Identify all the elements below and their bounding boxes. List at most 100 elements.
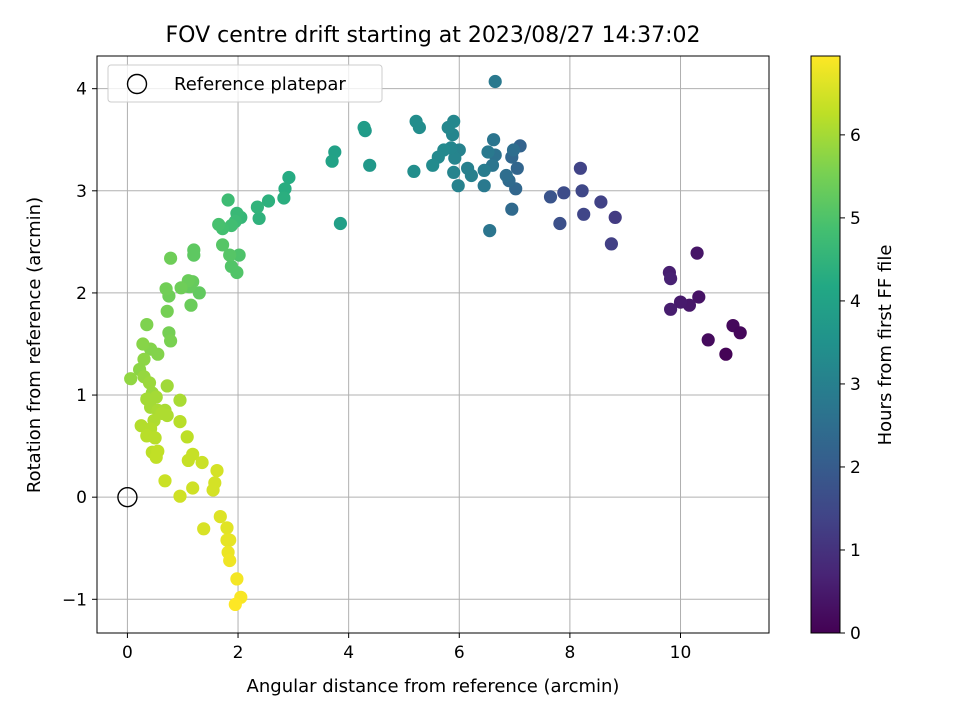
data-point: [142, 376, 157, 390]
data-point: [510, 161, 524, 175]
data-point: [137, 352, 151, 366]
data-point: [173, 489, 187, 503]
data-point: [160, 379, 174, 393]
data-point: [192, 286, 206, 300]
data-point: [224, 259, 238, 273]
y-axis-ticks: −1 0 1 2 3 4: [62, 80, 97, 610]
data-point: [363, 158, 377, 172]
data-point: [488, 74, 502, 89]
colorbar-tick-label: 6: [850, 126, 861, 146]
data-point: [173, 415, 187, 429]
y-tick-label: 1: [76, 386, 87, 406]
data-point: [664, 272, 678, 286]
colorbar-gradient: [810, 55, 841, 634]
colorbar-ticks: 0 1 2 3 4 5 6: [840, 126, 861, 644]
data-point: [184, 298, 198, 312]
data-point: [577, 207, 591, 221]
data-point: [174, 281, 188, 295]
data-point: [357, 120, 371, 135]
colorbar-tick-label: 4: [850, 292, 861, 312]
data-point: [692, 290, 706, 304]
x-tick-label: 4: [343, 643, 354, 663]
data-point: [477, 179, 491, 193]
data-point: [221, 193, 235, 207]
data-point: [325, 154, 339, 168]
data-point: [187, 248, 201, 262]
data-point: [164, 334, 178, 348]
x-tick-label: 0: [122, 643, 133, 663]
data-point: [220, 521, 234, 535]
colorbar-tick-label: 3: [850, 375, 861, 395]
reference-platepar-marker: [117, 486, 138, 508]
data-point: [477, 163, 491, 177]
colorbar: 0 1 2 3 4 5 6 Hours from first FF file: [810, 55, 896, 644]
data-point: [148, 431, 162, 445]
data-points: [124, 74, 747, 612]
data-point: [186, 481, 200, 495]
x-tick-label: 10: [670, 643, 692, 663]
data-point: [447, 165, 461, 179]
data-point: [505, 202, 519, 216]
data-point: [124, 372, 138, 386]
data-point: [250, 200, 264, 214]
data-point: [151, 444, 165, 458]
data-point: [701, 333, 715, 347]
data-point: [608, 210, 622, 224]
data-point: [487, 133, 501, 147]
data-point: [499, 168, 513, 183]
data-point: [573, 161, 588, 175]
data-point: [407, 164, 421, 178]
data-point: [158, 474, 172, 488]
data-point: [180, 430, 194, 444]
chart-title: FOV centre drift starting at 2023/08/27 …: [166, 23, 701, 48]
legend-marker-icon: [126, 73, 148, 95]
data-point: [261, 194, 276, 208]
legend-box: [107, 64, 383, 103]
data-point: [159, 282, 173, 296]
colorbar-tick-label: 2: [850, 458, 861, 478]
y-tick-label: 0: [76, 488, 87, 508]
y-axis-label: Rotation from reference (arcmin): [24, 197, 45, 493]
colorbar-label: Hours from first FF file: [875, 245, 896, 446]
legend-label: Reference platepar: [174, 74, 346, 95]
data-point: [409, 114, 423, 128]
data-point: [216, 238, 230, 252]
data-point: [228, 597, 242, 612]
data-point: [506, 143, 521, 157]
data-point: [136, 337, 150, 351]
data-point: [223, 248, 237, 262]
data-point: [426, 158, 440, 172]
legend: Reference platepar: [107, 64, 383, 103]
data-point: [543, 190, 558, 204]
data-point: [481, 145, 495, 159]
data-point: [252, 211, 266, 225]
x-tick-label: 2: [233, 643, 244, 663]
grid-lines: [97, 56, 769, 633]
data-point: [673, 295, 688, 309]
data-point: [557, 186, 571, 200]
y-tick-label: 4: [76, 80, 87, 100]
data-point: [461, 161, 475, 175]
data-point: [282, 170, 296, 185]
plot-frame: [96, 55, 770, 634]
x-tick-label: 6: [454, 643, 465, 663]
x-axis-label: Angular distance from reference (arcmin): [247, 676, 620, 697]
data-point: [230, 572, 244, 586]
colorbar-tick-label: 0: [850, 624, 861, 644]
y-tick-label: 3: [76, 182, 87, 202]
data-point: [164, 251, 178, 265]
data-point: [213, 509, 227, 524]
data-point: [208, 476, 222, 490]
data-point: [483, 224, 497, 238]
data-point: [664, 302, 678, 316]
data-point: [210, 464, 224, 478]
data-point: [223, 553, 237, 568]
y-tick-label: −1: [62, 590, 87, 610]
data-point: [277, 191, 291, 205]
colorbar-tick-label: 5: [850, 209, 861, 229]
data-point: [223, 533, 237, 547]
data-point: [604, 237, 619, 251]
data-point: [451, 179, 465, 193]
data-point: [197, 522, 211, 536]
data-point: [195, 455, 209, 470]
